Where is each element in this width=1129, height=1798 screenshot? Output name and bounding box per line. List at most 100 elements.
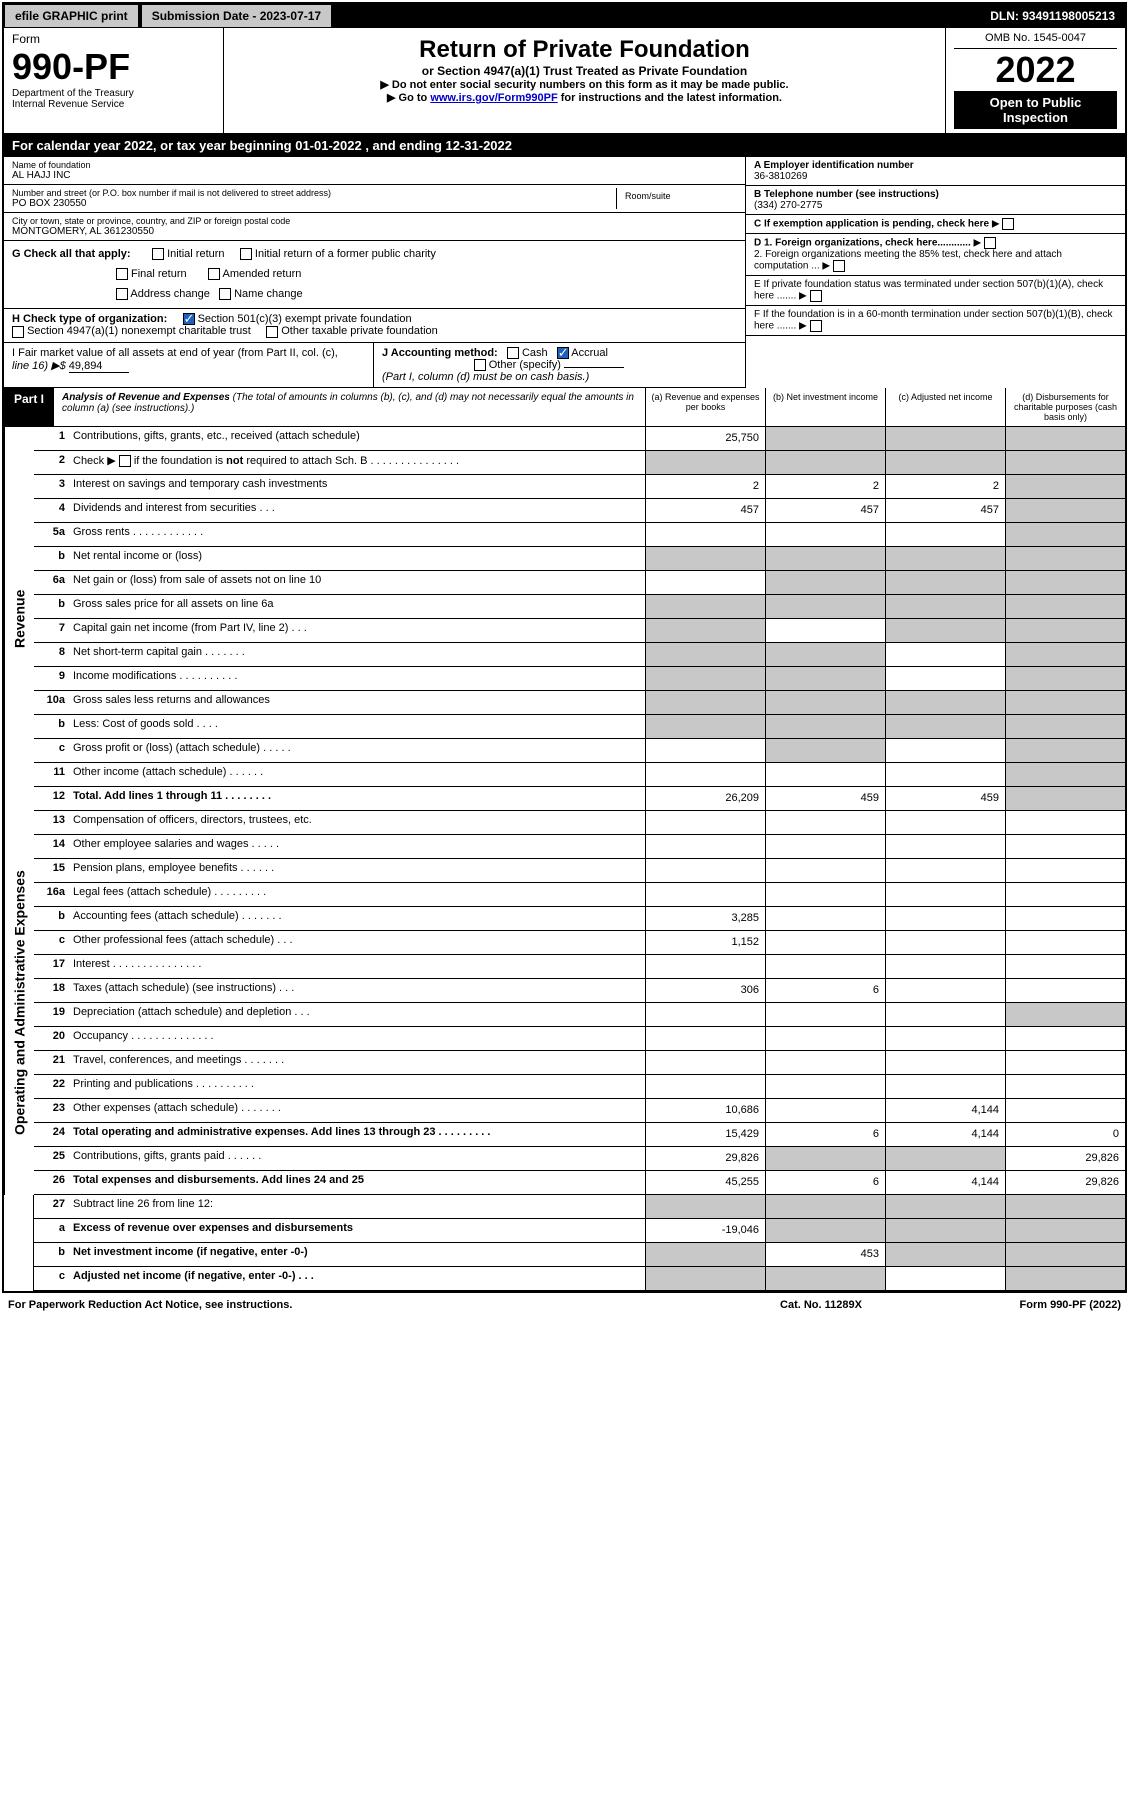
checkbox-address-change[interactable] <box>116 288 128 300</box>
irs-link[interactable]: www.irs.gov/Form990PF <box>430 92 557 104</box>
r16c-num: c <box>34 931 69 954</box>
r19-label: Depreciation (attach schedule) and deple… <box>69 1003 645 1026</box>
h-opt3: Other taxable private foundation <box>281 325 438 337</box>
r5a-b <box>765 523 885 546</box>
checkbox-foreign-org[interactable] <box>984 237 996 249</box>
r11-a <box>645 763 765 786</box>
section-j: J Accounting method: Cash Accrual Other … <box>374 343 745 387</box>
checkbox-amended[interactable] <box>208 268 220 280</box>
checkbox-other-taxable[interactable] <box>266 326 278 338</box>
r27a-d <box>1005 1219 1125 1242</box>
row-8: 8Net short-term capital gain . . . . . .… <box>34 643 1125 667</box>
checkbox-initial-return[interactable] <box>152 248 164 260</box>
revenue-body: 1Contributions, gifts, grants, etc., rec… <box>34 427 1125 811</box>
r10c-num: c <box>34 739 69 762</box>
r9-num: 9 <box>34 667 69 690</box>
row-10a: 10aGross sales less returns and allowanc… <box>34 691 1125 715</box>
r12-b: 459 <box>765 787 885 810</box>
r10c-d <box>1005 739 1125 762</box>
r7-a <box>645 619 765 642</box>
col-a-header: (a) Revenue and expenses per books <box>645 388 765 426</box>
checkbox-exemption-pending[interactable] <box>1002 218 1014 230</box>
r27a-num: a <box>34 1219 69 1242</box>
r16c-c <box>885 931 1005 954</box>
r6b-b <box>765 595 885 618</box>
r27c-d <box>1005 1267 1125 1290</box>
checkbox-4947[interactable] <box>12 326 24 338</box>
r13-c <box>885 811 1005 834</box>
checkbox-foreign-85[interactable] <box>833 260 845 272</box>
checkbox-initial-former[interactable] <box>240 248 252 260</box>
r22-num: 22 <box>34 1075 69 1098</box>
col-d-header: (d) Disbursements for charitable purpose… <box>1005 388 1125 426</box>
addr-label: Number and street (or P.O. box number if… <box>12 188 616 198</box>
r12-label: Total. Add lines 1 through 11 . . . . . … <box>69 787 645 810</box>
row-24: 24Total operating and administrative exp… <box>34 1123 1125 1147</box>
tax-year: 2022 <box>954 49 1117 91</box>
checkbox-name-change[interactable] <box>219 288 231 300</box>
r10c-b <box>765 739 885 762</box>
checkbox-501c3[interactable] <box>183 313 195 325</box>
row-26: 26Total expenses and disbursements. Add … <box>34 1171 1125 1195</box>
info-grid: Name of foundation AL HAJJ INC Number an… <box>4 157 1125 388</box>
efile-print-button[interactable]: efile GRAPHIC print <box>4 4 139 28</box>
r26-num: 26 <box>34 1171 69 1194</box>
row-21: 21Travel, conferences, and meetings . . … <box>34 1051 1125 1075</box>
r17-c <box>885 955 1005 978</box>
address: PO BOX 230550 <box>12 198 616 209</box>
r10b-a <box>645 715 765 738</box>
col-b-header: (b) Net investment income <box>765 388 885 426</box>
row-27a: aExcess of revenue over expenses and dis… <box>34 1219 1125 1243</box>
r10c-label: Gross profit or (loss) (attach schedule)… <box>69 739 645 762</box>
r17-num: 17 <box>34 955 69 978</box>
r24-c: 4,144 <box>885 1123 1005 1146</box>
r16b-d <box>1005 907 1125 930</box>
r16b-b <box>765 907 885 930</box>
phone-cell: B Telephone number (see instructions) (3… <box>746 186 1125 215</box>
part1-header-row: Part I Analysis of Revenue and Expenses … <box>4 388 1125 427</box>
checkbox-final-return[interactable] <box>116 268 128 280</box>
r10b-c <box>885 715 1005 738</box>
r27c-a <box>645 1267 765 1290</box>
g-label: G Check all that apply: <box>12 248 131 260</box>
r19-d <box>1005 1003 1125 1026</box>
footer-formref: Form 990-PF (2022) <box>921 1299 1121 1311</box>
r27b-a <box>645 1243 765 1266</box>
row-10c: cGross profit or (loss) (attach schedule… <box>34 739 1125 763</box>
checkbox-sch-b[interactable] <box>119 455 131 467</box>
row-9: 9Income modifications . . . . . . . . . … <box>34 667 1125 691</box>
r23-b <box>765 1099 885 1122</box>
r7-c <box>885 619 1005 642</box>
r1-d <box>1005 427 1125 450</box>
r22-a <box>645 1075 765 1098</box>
r7-d <box>1005 619 1125 642</box>
r3-label: Interest on savings and temporary cash i… <box>69 475 645 498</box>
r25-c <box>885 1147 1005 1170</box>
row-27b: bNet investment income (if negative, ent… <box>34 1243 1125 1267</box>
checkbox-60month[interactable] <box>810 320 822 332</box>
f-label: F If the foundation is in a 60-month ter… <box>754 309 1113 332</box>
row-25: 25Contributions, gifts, grants paid . . … <box>34 1147 1125 1171</box>
row-13: 13Compensation of officers, directors, t… <box>34 811 1125 835</box>
r6b-num: b <box>34 595 69 618</box>
r4-d <box>1005 499 1125 522</box>
name-label: Name of foundation <box>12 160 737 170</box>
r23-d <box>1005 1099 1125 1122</box>
r14-label: Other employee salaries and wages . . . … <box>69 835 645 858</box>
r8-num: 8 <box>34 643 69 666</box>
c-cell: C If exemption application is pending, c… <box>746 215 1125 234</box>
checkbox-accrual[interactable] <box>557 347 569 359</box>
row-19: 19Depreciation (attach schedule) and dep… <box>34 1003 1125 1027</box>
e-cell: E If private foundation status was termi… <box>746 276 1125 306</box>
checkbox-cash[interactable] <box>507 347 519 359</box>
row-14: 14Other employee salaries and wages . . … <box>34 835 1125 859</box>
r8-c <box>885 643 1005 666</box>
checkbox-terminated[interactable] <box>810 290 822 302</box>
checkbox-other-method[interactable] <box>474 359 486 371</box>
i-label: I Fair market value of all assets at end… <box>12 347 338 359</box>
r10a-b <box>765 691 885 714</box>
section-g: G Check all that apply: Initial return I… <box>4 241 745 309</box>
row-20: 20Occupancy . . . . . . . . . . . . . . <box>34 1027 1125 1051</box>
g-opt2: Initial return of a former public charit… <box>255 248 436 260</box>
row-17: 17Interest . . . . . . . . . . . . . . . <box>34 955 1125 979</box>
